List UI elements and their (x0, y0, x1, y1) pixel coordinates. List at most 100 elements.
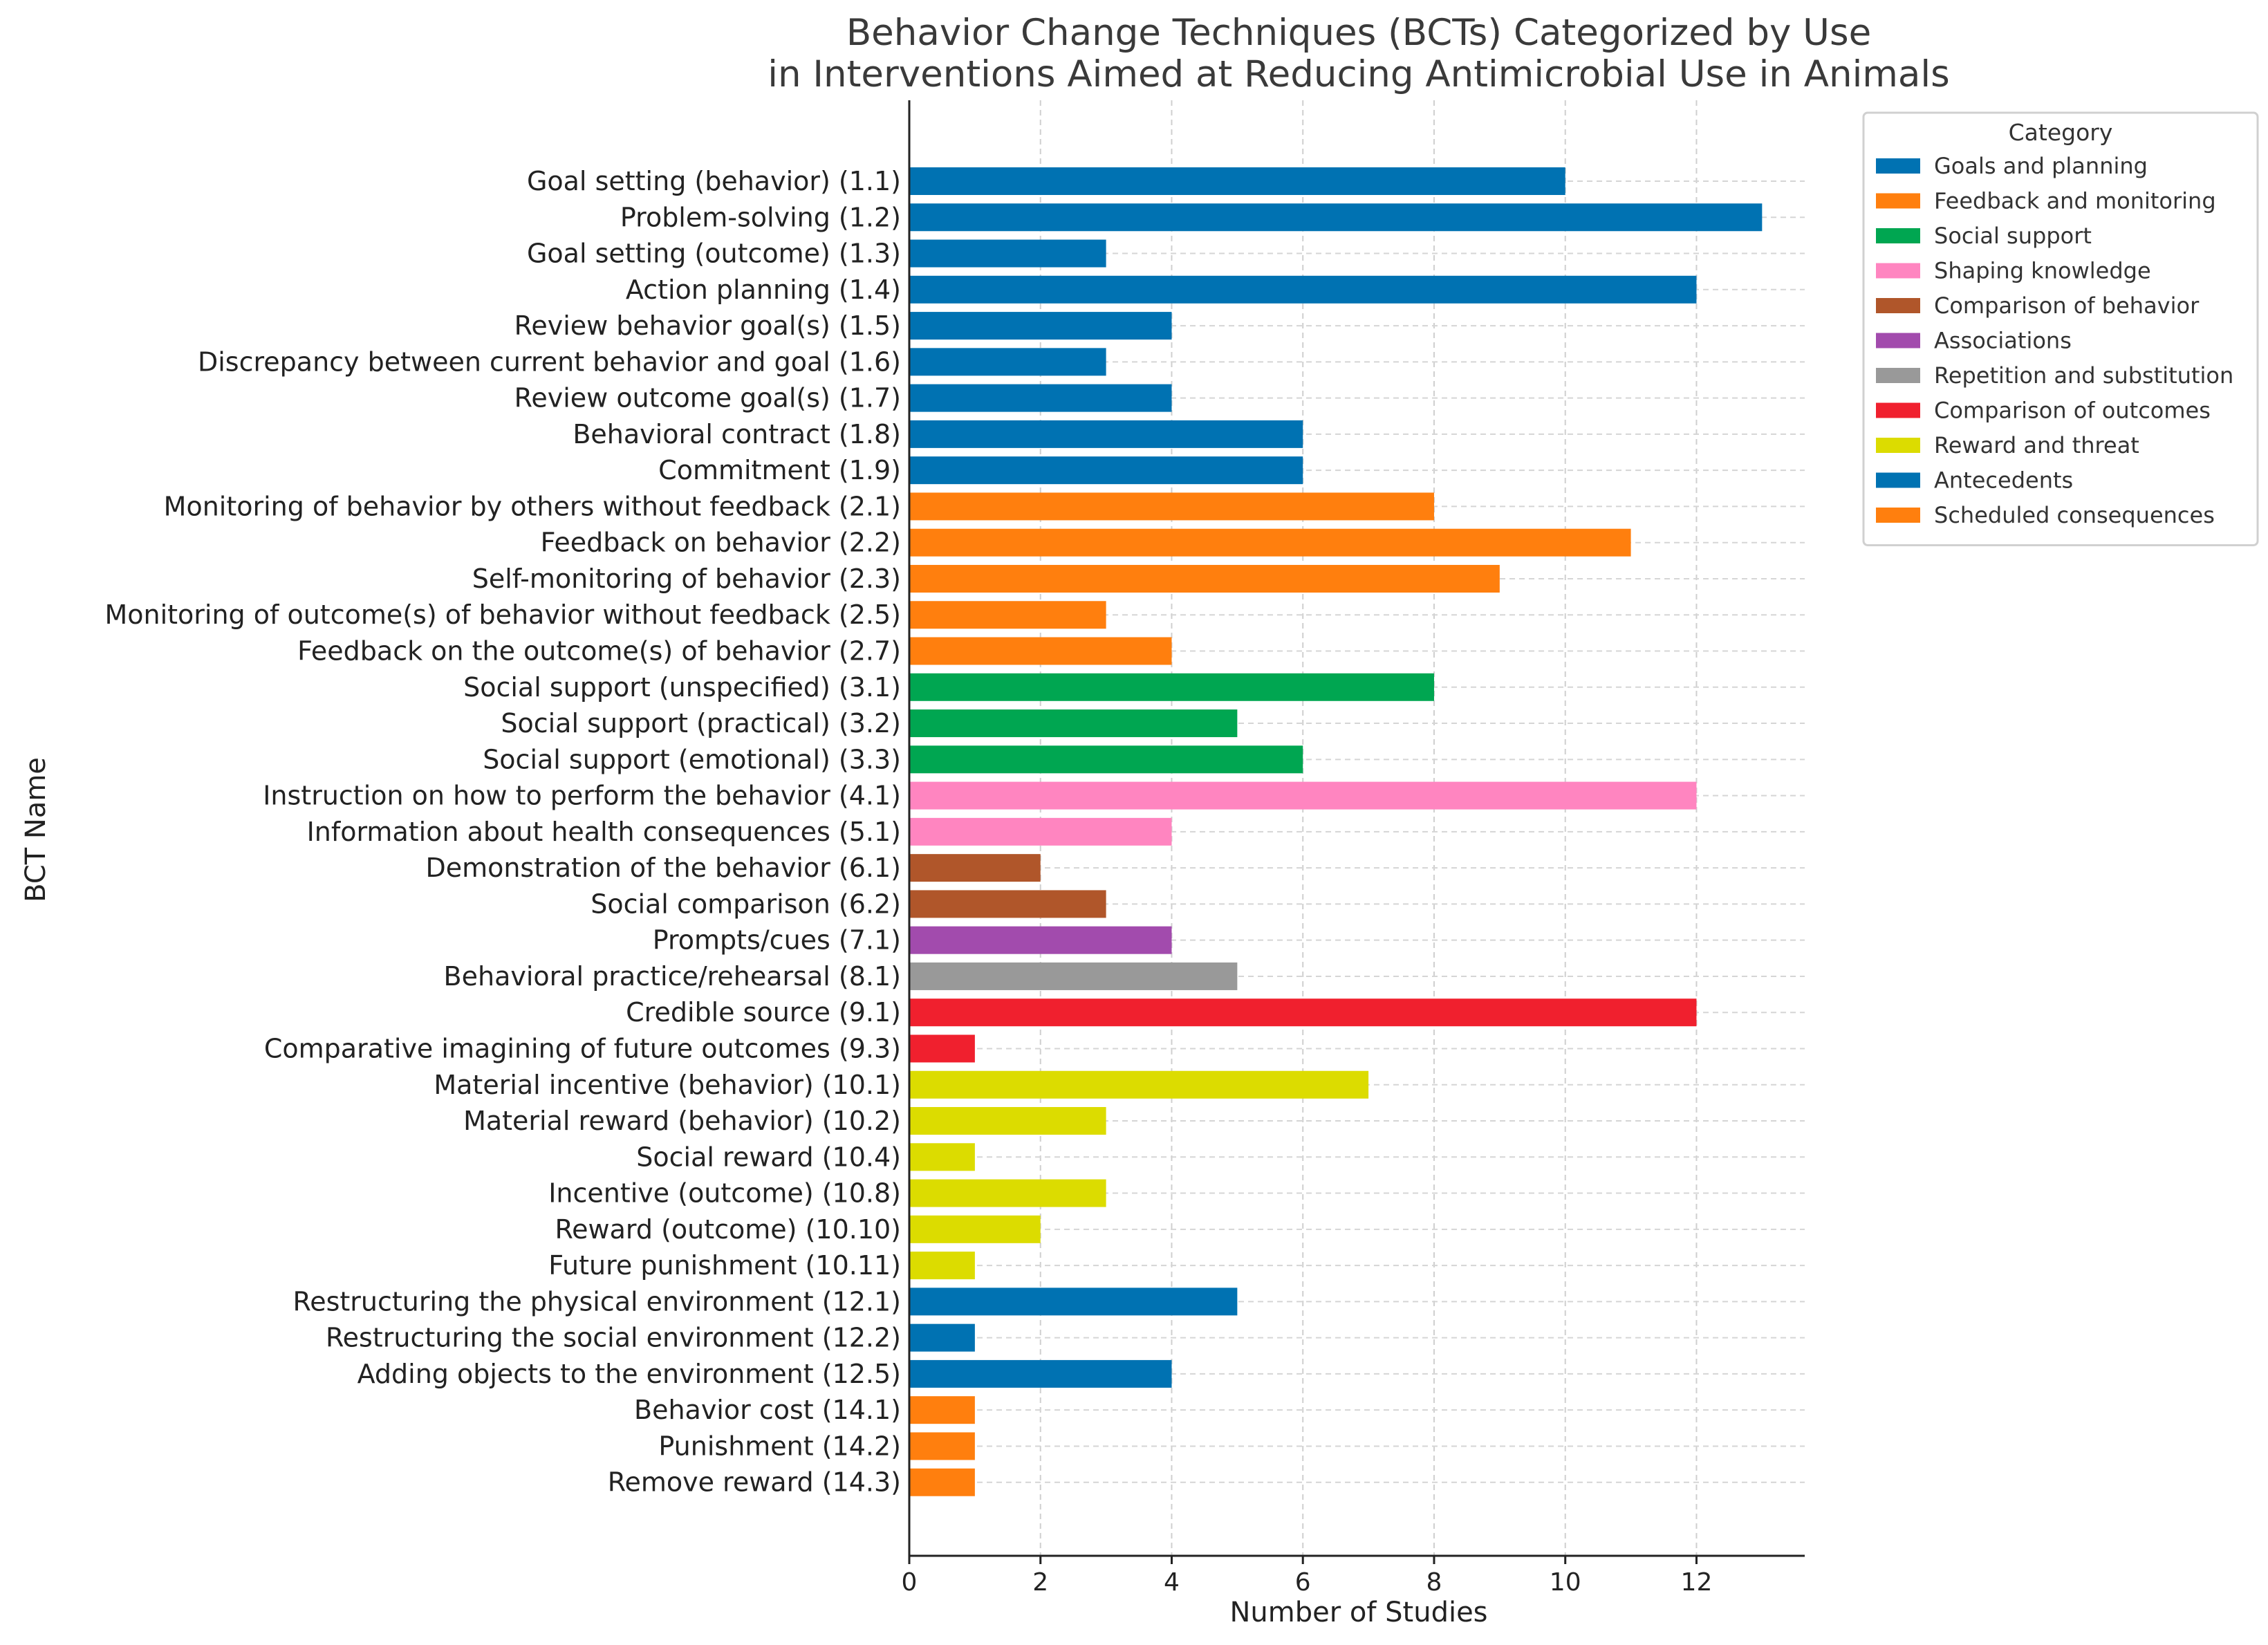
y-tick-label: Self-monitoring of behavior (2.3) (472, 564, 901, 594)
legend-item: Goals and planning (1934, 153, 2148, 179)
y-tick-label: Social comparison (6.2) (591, 889, 901, 919)
bar (909, 1468, 975, 1496)
bar (909, 384, 1172, 412)
legend-item: Shaping knowledge (1934, 258, 2151, 284)
legend-item: Antecedents (1934, 467, 2073, 494)
bar (909, 745, 1303, 774)
x-tick-label: 2 (1032, 1568, 1048, 1597)
y-tick-label: Commitment (1.9) (658, 455, 901, 485)
y-tick-label: Review behavior goal(s) (1.5) (514, 310, 901, 341)
y-tick-label: Review outcome goal(s) (1.7) (514, 383, 901, 413)
y-tick-label: Material reward (behavior) (10.2) (463, 1106, 901, 1136)
legend-swatch (1876, 438, 1920, 453)
y-tick-label: Demonstration of the behavior (6.1) (425, 853, 901, 883)
chart-title-line-2: in Interventions Aimed at Reducing Antim… (768, 53, 1950, 95)
y-tick-label: Goal setting (outcome) (1.3) (527, 239, 901, 269)
bars (909, 167, 1763, 1496)
legend-swatch (1876, 193, 1920, 209)
category-labels: Goal setting (behavior) (1.1) Problem-sol… (104, 166, 901, 1498)
y-tick-label: Monitoring of outcome(s) of behavior wit… (104, 600, 901, 630)
bar (909, 1107, 1106, 1135)
legend-swatch (1876, 472, 1920, 488)
legend-item: Feedback and monitoring (1934, 188, 2216, 214)
legend-item: Comparison of outcomes (1934, 398, 2211, 424)
bar (909, 962, 1238, 990)
x-tick-label: 8 (1426, 1568, 1442, 1597)
legend-item: Repetition and substitution (1934, 362, 2233, 389)
bar (909, 239, 1106, 268)
bar (909, 1432, 975, 1460)
chart-title-line-1: Behavior Change Techniques (BCTs) Catego… (846, 12, 1871, 54)
y-tick-label: Prompts/cues (7.1) (653, 925, 901, 956)
legend-item: Associations (1934, 328, 2072, 354)
bar (909, 998, 1697, 1027)
y-tick-label: Incentive (outcome) (10.8) (548, 1178, 901, 1209)
bar (909, 275, 1697, 304)
bar (909, 456, 1303, 485)
bar (909, 601, 1106, 629)
legend-item: Comparison of behavior (1934, 292, 2200, 319)
y-tick-label: Social reward (10.4) (636, 1142, 901, 1172)
y-tick-label: Social support (unspecified) (3.1) (463, 672, 901, 703)
y-tick-label: Credible source (9.1) (626, 997, 901, 1028)
axes (908, 100, 1805, 1557)
bar (909, 1396, 975, 1424)
bar (909, 890, 1106, 918)
legend-frame (1862, 111, 2259, 546)
y-tick-label: Punishment (14.2) (658, 1431, 901, 1461)
y-tick-label: Behavioral practice/rehearsal (8.1) (444, 961, 901, 992)
legend-swatch (1876, 228, 1920, 243)
x-ticks: 0 2 4 6 8 10 12 (902, 1556, 1712, 1597)
legend-swatch (1876, 508, 1920, 523)
bar (909, 926, 1172, 954)
bar (909, 1252, 975, 1280)
bar (909, 709, 1238, 738)
y-tick-label: Reward (outcome) (10.10) (555, 1214, 901, 1245)
bar (909, 564, 1500, 593)
bar (909, 1179, 1106, 1207)
bar (909, 1359, 1172, 1388)
bar (909, 1034, 975, 1063)
bar (909, 348, 1106, 376)
legend-title: Category (2009, 119, 2113, 146)
legend: Category Goals and planning Feedback and m… (1862, 111, 2259, 546)
bar (909, 528, 1631, 557)
bar (909, 167, 1565, 195)
bar (909, 1070, 1369, 1099)
legend-item: Social support (1934, 223, 2092, 249)
y-tick-label: Goal setting (behavior) (1.1) (527, 166, 901, 196)
y-tick-label: Restructuring the social environment (12… (326, 1323, 901, 1353)
y-tick-label: Social support (practical) (3.2) (501, 708, 901, 738)
y-tick-label: Discrepancy between current behavior and… (198, 346, 901, 377)
y-tick-label: Comparative imagining of future outcomes… (264, 1033, 901, 1063)
y-tick-label: Monitoring of behavior by others without… (164, 491, 901, 521)
legend-swatch (1876, 333, 1920, 348)
bar (909, 637, 1172, 665)
y-tick-label: Social support (emotional) (3.3) (483, 744, 901, 774)
legend-swatch (1876, 368, 1920, 383)
x-tick-label: 10 (1550, 1568, 1581, 1597)
bar (909, 854, 1041, 882)
chart-title: Behavior Change Techniques (BCTs) Catego… (768, 12, 1950, 95)
y-tick-label: Material incentive (behavior) (10.1) (434, 1070, 901, 1100)
legend-swatch (1876, 402, 1920, 418)
y-tick-label: Instruction on how to perform the behavi… (263, 781, 901, 811)
bar (909, 781, 1697, 810)
y-tick-label: Behavior cost (14.1) (634, 1395, 901, 1425)
y-tick-label: Information about health consequences (5… (307, 817, 901, 847)
bar (909, 312, 1172, 340)
y-tick-label: Restructuring the physical environment (… (293, 1286, 901, 1317)
bar (909, 817, 1172, 846)
legend-swatch (1876, 298, 1920, 313)
x-axis-label: Number of Studies (1229, 1597, 1487, 1628)
y-tick-label: Future punishment (10.11) (548, 1250, 901, 1281)
legend-swatch (1876, 263, 1920, 279)
y-tick-label: Action planning (1.4) (626, 275, 901, 305)
y-tick-label: Behavioral contract (1.8) (573, 419, 901, 449)
legend-item: Reward and threat (1934, 432, 2139, 458)
bar (909, 420, 1303, 448)
bar (909, 1143, 975, 1171)
x-tick-label: 0 (902, 1568, 918, 1597)
y-axis-label: BCT Name (20, 757, 52, 902)
